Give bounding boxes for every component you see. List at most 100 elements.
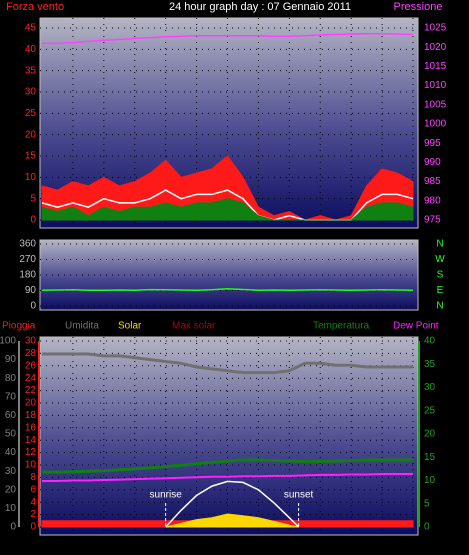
x-tick-label: 00 <box>407 539 419 550</box>
x-tick-label: 00 <box>407 232 419 243</box>
x-tick-label: 02 <box>67 232 79 243</box>
y2-tick-label: W <box>435 254 445 265</box>
y3-tick-label: 26 <box>25 360 37 371</box>
series-line <box>42 352 413 375</box>
x-tick-label: 14 <box>253 539 265 550</box>
y2-tick-label: 15 <box>424 452 436 463</box>
y2-tick-label: 35 <box>424 359 436 370</box>
y3-tick-label: 10 <box>25 460 37 471</box>
y-tick-label: 45 <box>25 23 37 34</box>
series-area <box>41 198 414 221</box>
y2-tick-label: 5 <box>424 498 430 509</box>
y3-tick-label: 22 <box>25 385 37 396</box>
y-tick-label: 180 <box>19 270 36 281</box>
x-tick-label: 20 <box>346 539 358 550</box>
y3-tick-label: 20 <box>25 398 37 409</box>
y-tick-label: 20 <box>5 484 17 495</box>
annotation: sunset <box>284 490 314 501</box>
y2-tick-label: 990 <box>424 157 441 168</box>
y-tick-label: 270 <box>19 254 36 265</box>
x-tick-label: 10 <box>191 539 203 550</box>
x-tick-label: 18 <box>315 232 327 243</box>
y-tick-label: 60 <box>5 410 17 421</box>
y3-tick-label: 8 <box>30 472 36 483</box>
legend-entry: Umidita <box>65 321 99 332</box>
y-tick-label: 5 <box>30 193 36 204</box>
y2-tick-label: 975 <box>424 215 441 226</box>
x-tick-label: 16 <box>284 539 296 550</box>
x-tick-label: 08 <box>160 232 172 243</box>
y-tick-label: 25 <box>25 108 37 119</box>
x-tick-label: 16 <box>284 232 296 243</box>
series-line <box>165 480 300 528</box>
legend-entry: Dew Point <box>393 321 439 332</box>
y2-tick-label: S <box>437 270 444 281</box>
annotation: sunrise <box>150 490 183 501</box>
y3-tick-label: 2 <box>30 509 36 520</box>
y-tick-label: 90 <box>25 285 37 296</box>
y-tick-label: 15 <box>25 151 37 162</box>
y-tick-label: 40 <box>25 44 37 55</box>
series-area <box>41 155 414 221</box>
y2-tick-label: 25 <box>424 405 436 416</box>
legend-entry: Pioggia <box>2 321 36 332</box>
y3-tick-label: 24 <box>25 373 37 384</box>
y3-tick-label: 30 <box>25 336 37 347</box>
chart-title: 24 hour graph day : 07 Gennaio 2011 <box>169 1 351 13</box>
y-tick-label: 30 <box>25 87 37 98</box>
y-tick-label: 100 <box>0 336 16 347</box>
y-tick-label: 35 <box>25 65 37 76</box>
y-tick-label: 40 <box>5 447 17 458</box>
x-tick-label: 12 <box>222 232 234 243</box>
x-tick-label: 20 <box>346 232 358 243</box>
x-tick-label: 06 <box>129 232 141 243</box>
y2-tick-label: N <box>436 239 443 250</box>
x-tick-label: sunrise <box>150 539 183 550</box>
y2-tick-label: 1010 <box>424 80 447 91</box>
y3-tick-label: 28 <box>25 348 37 359</box>
y-tick-label: 0 <box>30 215 36 226</box>
y2-tick-label: 0 <box>424 522 430 533</box>
x-tick-label: 04 <box>98 232 110 243</box>
y2-tick-label: 985 <box>424 176 441 187</box>
y2-tick-label: 1025 <box>424 23 447 34</box>
y2-axis-title: Pressione <box>394 1 443 13</box>
y3-tick-label: 18 <box>25 410 37 421</box>
y-tick-label: 70 <box>5 391 17 402</box>
y2-tick-label: 30 <box>424 382 436 393</box>
y3-tick-label: 4 <box>30 497 36 508</box>
series-line <box>42 458 413 474</box>
y2-tick-label: 1020 <box>424 42 447 53</box>
series-area <box>165 513 299 528</box>
y-tick-label: 360 <box>19 239 36 250</box>
y2-tick-label: E <box>437 285 444 296</box>
x-tick-label: 22 <box>377 539 389 550</box>
y-tick-label: 50 <box>5 429 17 440</box>
legend-entry: Solar <box>118 321 142 332</box>
x-tick-label: 10 <box>191 232 203 243</box>
series-line <box>42 33 414 45</box>
y3-tick-label: 6 <box>30 484 36 495</box>
y3-tick-label: 0 <box>30 522 36 533</box>
x-tick-label: 18 <box>315 539 327 550</box>
legend-entry: Temperatura <box>313 321 370 332</box>
series-line <box>42 473 413 482</box>
y3-tick-label: 14 <box>25 435 37 446</box>
x-tick-label: 14 <box>253 232 265 243</box>
y2-tick-label: 10 <box>424 475 436 486</box>
plot-area <box>39 239 419 311</box>
y2-tick-label: 40 <box>424 336 436 347</box>
x-tick-label: 06 <box>129 539 141 550</box>
y-tick-label: 10 <box>25 172 37 183</box>
x-tick-label: 22 <box>377 232 389 243</box>
y2-tick-label: N <box>436 301 443 312</box>
y2-tick-label: 20 <box>424 429 436 440</box>
x-tick-label: 02 <box>67 539 79 550</box>
y2-tick-label: 1005 <box>424 99 447 110</box>
x-tick-label: 12 <box>222 539 234 550</box>
y-tick-label: 0 <box>30 301 36 312</box>
legend-entry: Max solar <box>172 321 216 332</box>
y-tick-label: 90 <box>5 354 17 365</box>
y-tick-label: 30 <box>5 466 17 477</box>
